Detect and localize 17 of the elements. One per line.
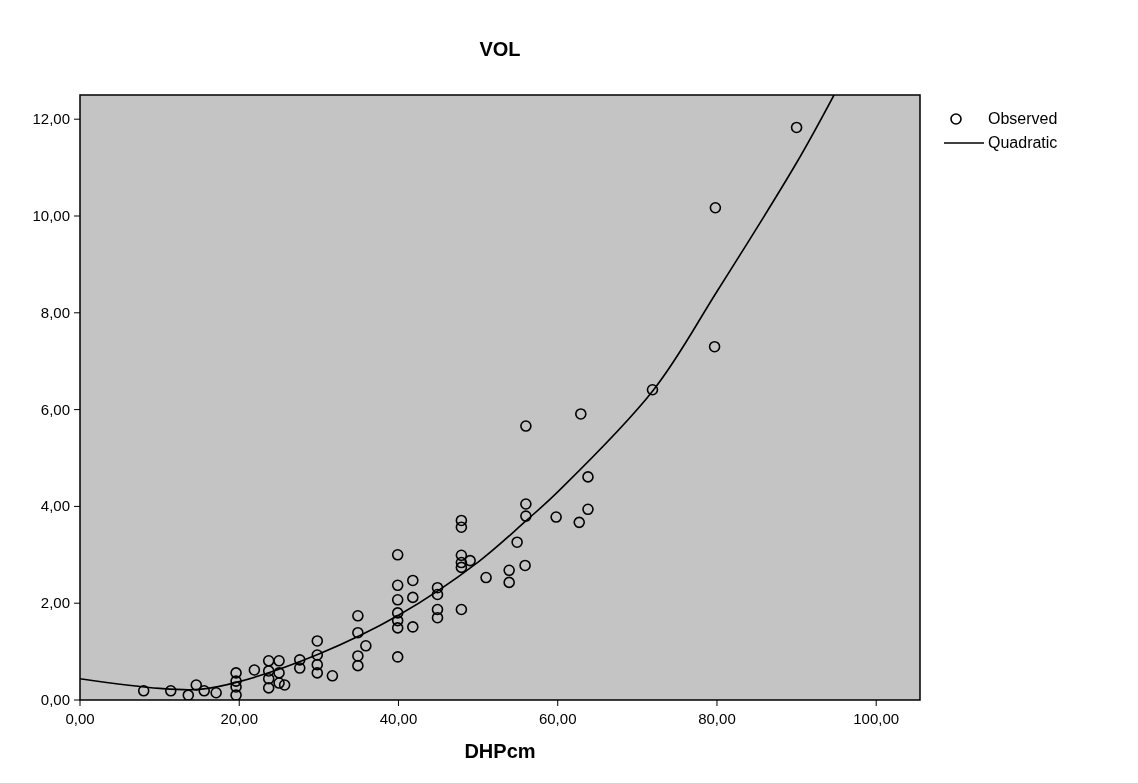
x-tick-label: 100,00 <box>853 710 900 727</box>
x-tick-label: 20,00 <box>220 710 259 727</box>
x-axis-title: DHPcm <box>464 740 536 762</box>
x-tick-label: 80,00 <box>698 710 736 727</box>
y-tick-label: 10,00 <box>32 207 70 224</box>
x-tick-label: 0,00 <box>65 710 95 727</box>
y-tick-label: 4,00 <box>40 497 70 515</box>
legend-label: Observed <box>988 110 1058 127</box>
x-tick-label: 60,00 <box>538 710 577 727</box>
y-tick-label: 12,00 <box>32 110 70 128</box>
y-tick-label: 2,00 <box>40 594 70 612</box>
y-tick-label: 8,00 <box>40 303 70 321</box>
x-tick-label: 40,00 <box>379 710 418 727</box>
chart-title: VOL <box>479 38 521 60</box>
y-tick-label: 6,00 <box>40 400 70 418</box>
y-tick-label: 0,00 <box>40 691 70 708</box>
legend-label: Quadratic <box>988 134 1058 151</box>
